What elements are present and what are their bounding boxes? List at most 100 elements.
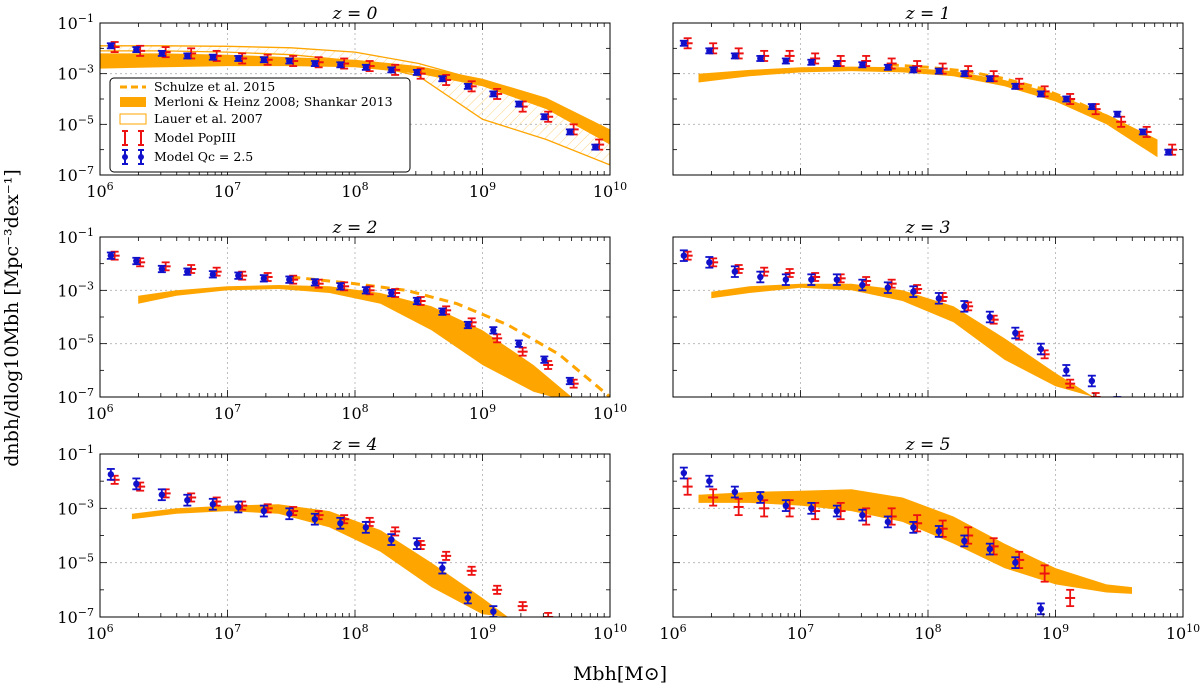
marker-dot <box>1088 377 1096 385</box>
marker-dot <box>413 297 421 305</box>
x-tick-label: 1010 <box>593 622 627 643</box>
point-qc <box>591 143 600 151</box>
y-tick-label: 10−5 <box>57 113 94 134</box>
plot-area <box>106 250 610 397</box>
marker-dot <box>515 340 523 347</box>
y-tick-label: 10−5 <box>57 333 94 354</box>
point-qc <box>514 339 523 348</box>
marker-dot <box>107 42 115 49</box>
y-tick-label: 10−3 <box>57 497 94 518</box>
x-tick-label: 107 <box>214 180 241 201</box>
marker-dot <box>910 66 917 74</box>
point-qc <box>934 67 943 75</box>
marker-dot <box>362 64 370 71</box>
point-popiii <box>1116 398 1126 406</box>
line-schulze <box>889 63 1159 149</box>
marker-dot <box>986 545 994 553</box>
x-tick-label: 109 <box>1042 622 1069 643</box>
plot-area <box>679 37 1178 158</box>
point-qc <box>132 477 141 491</box>
point-qc <box>679 249 688 262</box>
panel-z2: 10−7 10−5 10−3 10−1 106 107 108 109 1010 <box>57 226 627 423</box>
marker-dot <box>1114 399 1120 405</box>
x-tick-label: 106 <box>86 402 113 423</box>
line-schulze <box>291 275 610 397</box>
marker-dot <box>808 59 815 66</box>
point-qc <box>1113 396 1122 405</box>
marker-dot <box>209 501 217 508</box>
point-popiii <box>733 497 744 517</box>
y-tick-label: 10−7 <box>57 386 94 407</box>
point-qc <box>259 274 268 283</box>
point-qc <box>387 533 396 546</box>
x-tick-label: 1010 <box>593 180 627 201</box>
point-qc <box>756 270 765 284</box>
marker-dot <box>1037 345 1045 353</box>
point-qc <box>387 66 396 74</box>
marker-dot <box>1139 128 1147 136</box>
point-qc <box>858 61 867 69</box>
point-qc <box>285 57 294 65</box>
point-qc <box>1062 95 1071 103</box>
point-qc <box>705 256 714 269</box>
x-tick-label: 107 <box>787 622 814 643</box>
point-qc <box>361 521 370 534</box>
marker-dot <box>1063 367 1070 374</box>
point-qc <box>883 63 892 71</box>
legend-swatch-lauer <box>119 113 147 125</box>
y-tick-label: 10−1 <box>57 12 94 33</box>
y-tick-label: 10−7 <box>57 606 94 627</box>
point-qc <box>285 275 294 284</box>
marker-dot <box>158 50 166 57</box>
marker-dot <box>133 46 140 53</box>
point-qc <box>310 512 319 526</box>
x-tick-label: 109 <box>469 402 496 423</box>
point-qc <box>1036 342 1045 356</box>
legend-frame <box>109 77 411 173</box>
y-tick-label: 10−1 <box>57 443 94 464</box>
point-qc <box>1036 602 1045 616</box>
point-qc <box>960 70 969 78</box>
marker-dot <box>184 268 191 275</box>
gridlines <box>673 454 1183 617</box>
plot-area <box>679 466 1132 616</box>
point-popiii <box>517 601 528 612</box>
marker-dot <box>884 64 892 71</box>
marker-dot <box>235 503 242 511</box>
point-popiii <box>390 526 401 537</box>
point-qc <box>705 474 714 488</box>
marker-dot <box>388 536 395 543</box>
marker-dot <box>107 471 115 478</box>
marker-dot <box>782 502 790 509</box>
point-popiii <box>1039 564 1050 583</box>
marker-dot <box>731 488 739 496</box>
point-qc <box>858 278 867 292</box>
marker-dot <box>184 496 191 504</box>
point-qc <box>412 68 421 76</box>
marker-dot <box>490 608 497 615</box>
marker-dot <box>961 303 968 310</box>
legend-label-qc: Model Qc = 2.5 <box>154 149 253 164</box>
marker-dot <box>286 276 293 283</box>
band-merloni-shankar <box>698 66 1158 158</box>
point-qc <box>781 499 790 512</box>
marker-dot <box>731 52 739 60</box>
point-qc <box>361 63 370 71</box>
y-tick-label: 10−7 <box>57 164 94 185</box>
marker-dot <box>311 60 319 67</box>
point-qc <box>883 515 892 529</box>
marker-dot <box>1037 90 1045 98</box>
marker-dot <box>541 113 548 120</box>
point-popiii <box>708 257 719 268</box>
panel-title: z = 0 <box>332 4 378 24</box>
point-qc <box>438 307 447 316</box>
point-qc <box>807 273 816 286</box>
point-qc <box>157 264 166 274</box>
point-qc <box>208 53 217 61</box>
point-qc <box>883 281 892 294</box>
point-qc <box>985 542 994 556</box>
point-qc <box>540 113 549 121</box>
band-merloni-shankar <box>711 283 1094 397</box>
point-popiii <box>912 514 923 533</box>
marker-dot <box>757 55 764 62</box>
